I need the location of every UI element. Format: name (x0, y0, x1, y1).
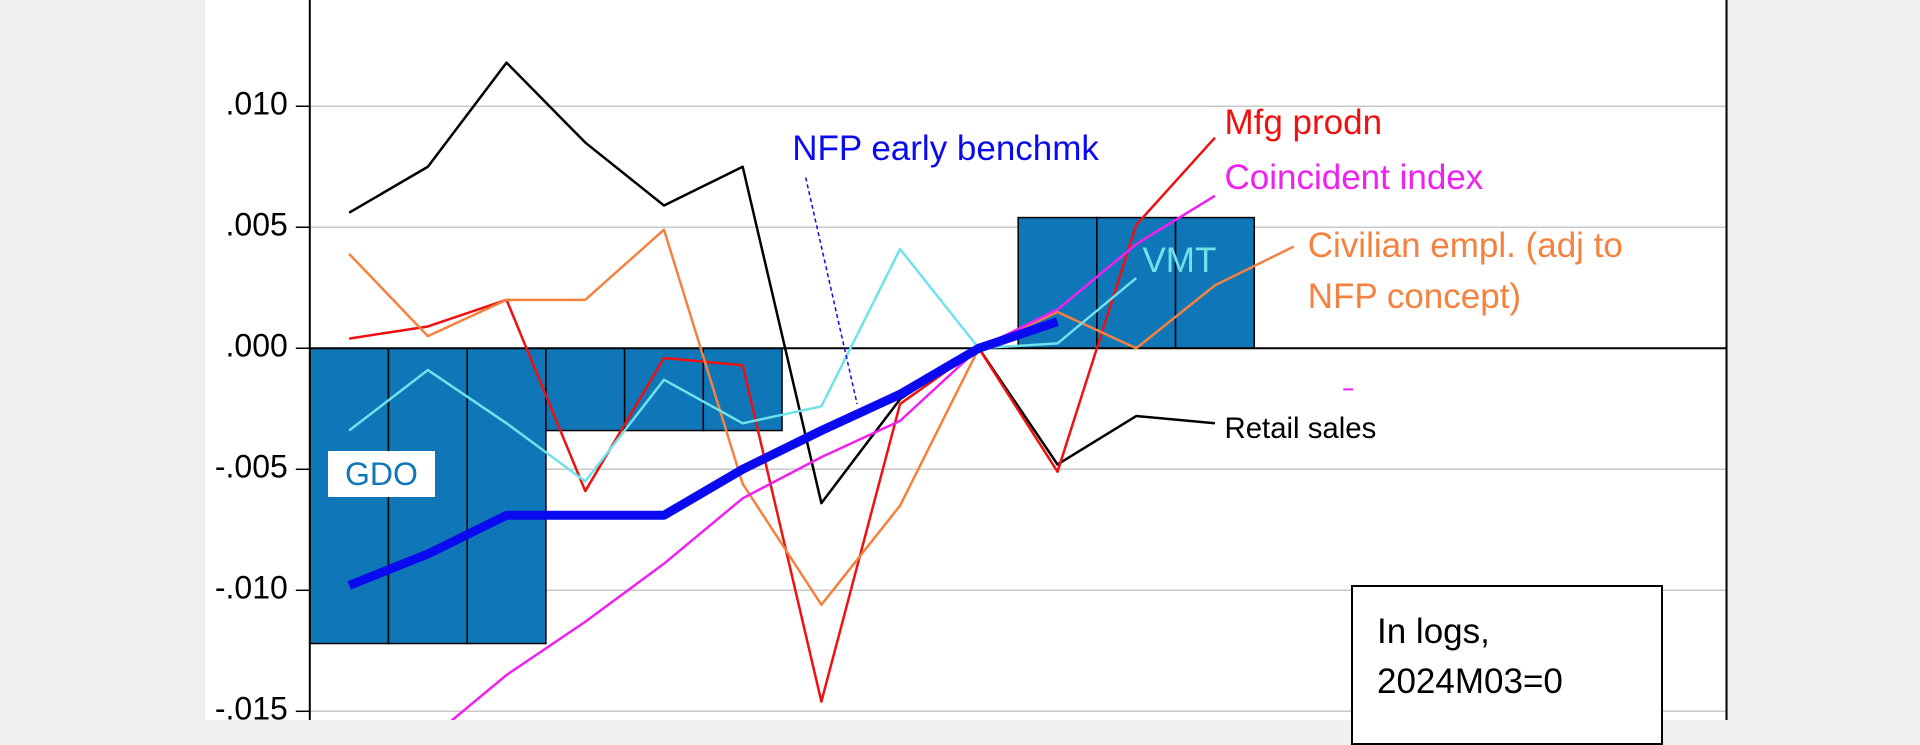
y-tick-label: -.010 (215, 570, 288, 606)
series-line (348, 228, 1295, 607)
series-line (348, 247, 1138, 483)
series-label: NFP early benchmk (792, 128, 1099, 168)
bar (466, 347, 547, 645)
plot (309, 61, 1727, 720)
series-line (348, 136, 1216, 703)
y-tick-label: .000 (226, 328, 288, 364)
series-label: Mfg prodn (1224, 102, 1383, 142)
series-label: Coincident index (1224, 158, 1484, 198)
y-tick-label: .005 (226, 207, 288, 243)
chart: .010 .005 .000 -.005 -.010 -.015 (205, 0, 1728, 720)
bar (545, 347, 626, 432)
page: {"chart_data":{"type":"line", "categorie… (205, 0, 1728, 745)
bar-label: GDO (328, 450, 435, 498)
series-label: VMT (1142, 241, 1217, 281)
pointer (804, 177, 858, 405)
series-label: Civilian empl. (adj to NFP concept) (1307, 226, 1623, 317)
series-line (347, 317, 1059, 590)
y-tick-label: -.015 (215, 691, 288, 720)
y-tick-label: .010 (226, 86, 288, 122)
series-label: Retail sales (1224, 412, 1377, 446)
series-line (450, 194, 1216, 720)
bar (1174, 216, 1256, 350)
note-box: In logs, 2024M03=0 (1351, 585, 1663, 745)
y-tick-label: -.005 (215, 449, 288, 485)
series-line (348, 61, 1216, 505)
note-text: In logs, 2024M03=0 (1377, 612, 1563, 701)
bar (623, 347, 705, 432)
